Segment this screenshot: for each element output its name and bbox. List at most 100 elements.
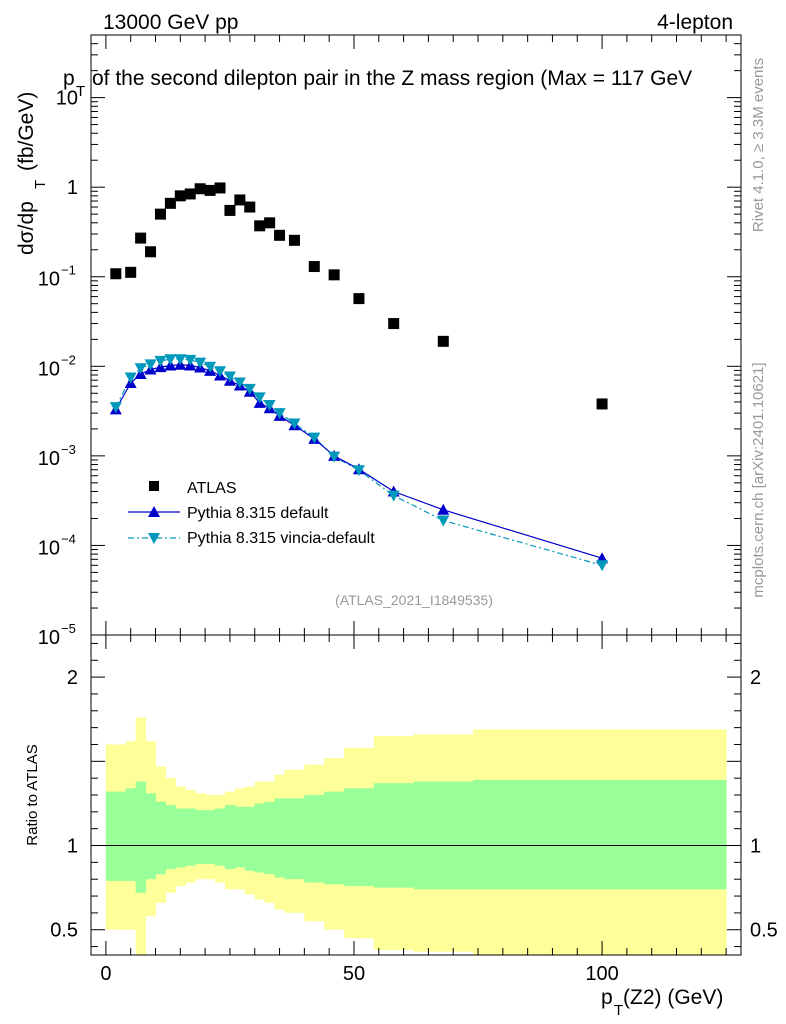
legend-default-marker [148, 506, 160, 517]
ratio-band-inner [135, 781, 147, 893]
atlas-point [288, 234, 300, 246]
ratio-y-tick-label-right: 2 [750, 667, 761, 689]
ratio-y-tick-label: 0.5 [50, 920, 78, 942]
vincia-point [204, 361, 217, 373]
x-tick-label: 50 [343, 963, 365, 985]
vincia-point [352, 465, 365, 477]
title-prefix-sub: T [76, 83, 85, 100]
ratio-band-inner [175, 808, 186, 868]
x-label-p: p [601, 986, 613, 1009]
y-tick-label-exp: −3 [61, 442, 76, 457]
ratio-band-inner [274, 798, 286, 878]
atlas-point [596, 398, 608, 410]
ratio-panel: 0.5 0.5 1 1 2 2 [50, 634, 778, 956]
y-tick-label: 10 [38, 448, 60, 470]
ratio-band-inner [324, 791, 345, 885]
atlas-point [194, 183, 206, 195]
rivet-label: Rivet 4.1.0, ≥ 3.3M events [750, 58, 767, 232]
vincia-point [144, 359, 157, 371]
vincia-point [308, 432, 321, 444]
plot-title: of the second dilepton pair in the Z mas… [92, 67, 692, 90]
atlas-point [224, 204, 236, 216]
legend-default-label: Pythia 8.315 default [187, 505, 329, 522]
x-label-sub: T [614, 1002, 623, 1019]
atlas-point [214, 182, 226, 194]
atlas-point [174, 190, 186, 202]
ratio-band-inner [125, 788, 137, 881]
ratio-y-tick-label: 1 [67, 836, 78, 858]
legend-vincia-label: Pythia 8.315 vincia-default [187, 530, 375, 547]
vincia-point [273, 408, 286, 420]
y-tick-label: 10 [38, 269, 60, 291]
vincia-point [154, 355, 167, 367]
vincia-point [596, 560, 609, 572]
ratio-y-tick-label: 2 [67, 667, 78, 689]
y-tick-label: 1 [67, 177, 78, 199]
main-ylabel: dσ/dp T (fb/GeV) [15, 92, 49, 255]
ratio-band-inner [145, 793, 157, 880]
atlas-point [184, 188, 196, 200]
vincia-point [387, 490, 400, 502]
vincia-point [328, 451, 341, 463]
ratio-band-inner [473, 779, 727, 890]
atlas-point [234, 194, 246, 206]
ratio-band-inner [373, 783, 415, 888]
x-tick-label: 100 [585, 963, 618, 985]
ratio-band-inner [344, 788, 375, 886]
ratio-frame [90, 634, 742, 956]
vincia-point [194, 357, 207, 369]
vincia-point [184, 354, 197, 366]
analysis-tag: (ATLAS_2021_I1849535) [335, 592, 493, 608]
y-tick-label-exp: −5 [61, 621, 76, 636]
atlas-point [110, 268, 122, 280]
atlas-point [244, 201, 256, 213]
ratio-y-tick-label-right: 0.5 [750, 920, 778, 942]
vincia-point [243, 383, 256, 395]
vincia-point [134, 363, 147, 375]
atlas-point [308, 261, 320, 273]
legend-atlas-label: ATLAS [187, 480, 237, 497]
vincia-point [233, 377, 246, 389]
ratio-band-inner [244, 806, 256, 871]
vincia-point [253, 392, 266, 404]
ratio-band-inner [224, 805, 236, 870]
atlas-point [125, 266, 137, 278]
y-tick-label: 10 [38, 627, 60, 649]
ratio-band-inner [205, 810, 216, 865]
x-axis-label: p T (Z2) (GeV) [601, 986, 723, 1019]
y-tick-label: 10 [56, 88, 78, 110]
atlas-point [274, 229, 286, 241]
vincia-point [164, 354, 177, 366]
ratio-band-inner [254, 803, 266, 873]
main-ylabel-text: dσ/dp [15, 201, 38, 255]
atlas-point [154, 208, 166, 220]
vincia-point [214, 366, 227, 378]
vincia-point [109, 402, 122, 414]
y-tick-label: 10 [38, 358, 60, 380]
atlas-point [164, 197, 176, 209]
ratio-band-inner [155, 801, 166, 875]
vincia-point [263, 399, 276, 411]
atlas-point [204, 184, 216, 196]
atlas-point [264, 217, 276, 229]
ratio-band-inner [234, 806, 246, 868]
y-tick-label-exp: −2 [61, 352, 76, 367]
ratio-band-inner [284, 798, 305, 880]
atlas-point [145, 246, 157, 258]
y-tick-label: 10 [38, 537, 60, 559]
ratio-band-inner [304, 795, 325, 883]
ratio-band-inner [413, 781, 474, 890]
atlas-point [353, 293, 365, 305]
legend-atlas-marker [149, 481, 159, 491]
mcplots-label: mcplots.cern.ch [arXiv:2401.10621] [750, 362, 767, 597]
vincia-point [288, 418, 301, 430]
y-tick-label-exp: −1 [61, 263, 76, 278]
atlas-point [135, 232, 147, 244]
main-ylabel-unit: (fb/GeV) [15, 92, 38, 171]
main-ylabel-sub: T [32, 180, 49, 189]
legend-vincia-marker [148, 533, 160, 544]
ratio-band-inner [264, 801, 276, 875]
ratio-band-inner [195, 810, 206, 865]
